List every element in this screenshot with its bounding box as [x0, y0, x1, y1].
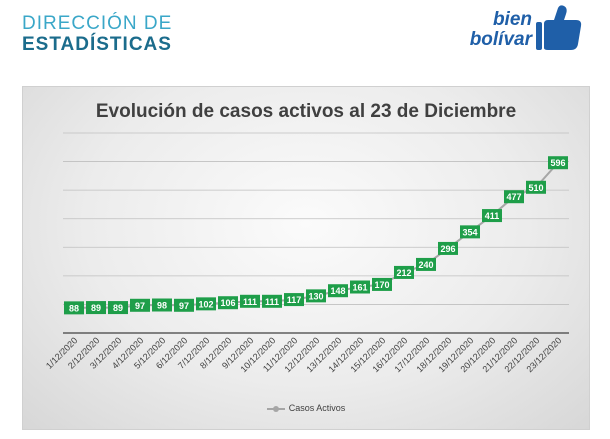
data-label: 97 [179, 301, 189, 311]
data-label: 240 [418, 260, 433, 270]
data-label: 161 [352, 283, 367, 293]
data-label: 89 [113, 303, 123, 313]
data-label-box [262, 294, 282, 308]
data-label: 296 [440, 244, 455, 254]
legend: Casos Activos [23, 403, 589, 413]
data-label-box [240, 294, 260, 308]
data-label-box [460, 225, 480, 239]
data-label-box [152, 298, 172, 312]
data-label-box [64, 301, 84, 315]
header-line2: ESTADÍSTICAS [22, 34, 172, 55]
data-label-box [130, 298, 150, 312]
data-label: 170 [374, 280, 389, 290]
data-label: 106 [220, 298, 235, 308]
data-label: 111 [243, 297, 257, 307]
data-label: 411 [485, 211, 500, 221]
data-label-box [526, 180, 546, 194]
data-label: 102 [198, 299, 213, 309]
thumbs-up-logo-icon [536, 5, 582, 51]
header-logo-text: DIRECCIÓN DE ESTADÍSTICAS [22, 14, 172, 56]
data-label-box [504, 190, 524, 204]
logo-line2: bolívar [469, 29, 532, 50]
data-label-box [416, 257, 436, 271]
data-label-box [196, 297, 216, 311]
series-line [73, 162, 559, 309]
data-label-box [350, 280, 370, 294]
data-label-box [86, 301, 106, 315]
data-label: 88 [69, 303, 79, 313]
chart-panel: Evolución de casos activos al 23 de Dici… [22, 86, 590, 430]
data-label: 477 [506, 192, 521, 202]
chart-title: Evolución de casos activos al 23 de Dici… [95, 101, 517, 122]
data-label-box [372, 277, 392, 291]
data-label-box [108, 301, 128, 315]
data-label-box [482, 209, 502, 223]
data-label: 354 [462, 227, 477, 237]
data-label-box [306, 289, 326, 303]
data-label: 111 [265, 297, 279, 307]
data-label-box [548, 156, 568, 170]
data-label-box [438, 241, 458, 255]
data-label: 89 [91, 303, 101, 313]
data-label-box [394, 265, 414, 279]
data-label: 148 [330, 286, 345, 296]
data-label: 510 [528, 183, 543, 193]
bien-bolivar-logo: bien bolívar [456, 4, 586, 54]
legend-label: Casos Activos [288, 403, 346, 413]
data-label: 596 [550, 158, 565, 168]
data-label-box [284, 293, 304, 307]
header-line1: DIRECCIÓN DE [22, 13, 173, 34]
logo-text: bien bolívar [456, 10, 532, 50]
data-label-box [174, 298, 194, 312]
logo-line1: bien [492, 9, 532, 30]
data-label: 98 [157, 301, 167, 311]
data-label: 97 [135, 301, 145, 311]
data-label: 212 [396, 268, 411, 278]
line-chart: 88 89 89 97 98 97 102 106 111 111 117 130 148 161 170 2… [44, 132, 569, 374]
legend-swatch [266, 405, 285, 412]
data-label: 117 [287, 295, 302, 305]
data-label: 130 [308, 291, 323, 301]
data-label-box [218, 296, 238, 310]
data-label-box [328, 284, 348, 298]
